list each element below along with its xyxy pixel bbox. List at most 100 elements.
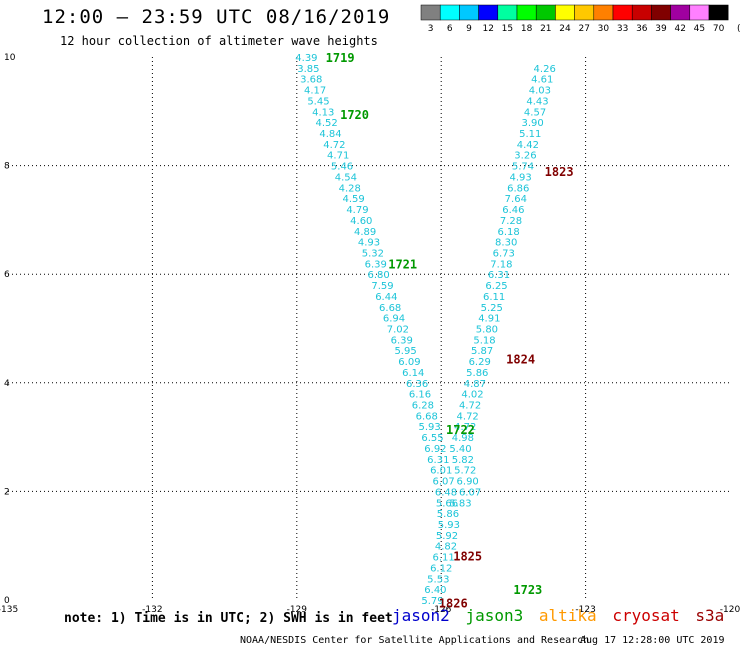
swh-value-label: 7.59 — [371, 281, 393, 292]
swh-value-label: 4.59 — [342, 194, 364, 205]
swh-value-label: 8.30 — [495, 238, 517, 249]
color-scale-swatch — [535, 4, 556, 21]
swh-value-label: 6.48 — [435, 487, 457, 498]
swh-value-label: 6.46 — [502, 205, 524, 216]
time-label: 1721 — [388, 257, 417, 271]
swh-value-label: 6.39 — [391, 335, 413, 346]
color-scale-label: 21 — [540, 24, 551, 34]
swh-value-label: 6.68 — [379, 303, 401, 314]
swh-value-label: 4.93 — [358, 238, 380, 249]
swh-value-label: 5.46 — [331, 162, 353, 173]
satellite-jason2: jason2 — [392, 606, 450, 625]
color-scale-swatch — [689, 4, 710, 21]
swh-value-label: 5.80 — [476, 325, 498, 336]
swh-value-label: 6.68 — [416, 411, 438, 422]
swh-value-label: 4.98 — [452, 433, 474, 444]
swh-value-label: 5.93 — [419, 422, 441, 433]
color-scale-label: (ft) — [737, 24, 740, 34]
swh-value-label: 6.92 — [424, 444, 446, 455]
credit-line: NOAA/NESDIS Center for Satellite Applica… — [240, 635, 590, 646]
color-scale-label: 42 — [674, 24, 685, 34]
color-scale-swatch — [516, 4, 537, 21]
swh-value-label: 6.90 — [457, 477, 479, 488]
swh-value-label: 6.94 — [383, 314, 405, 325]
swh-value-label: 4.71 — [327, 151, 349, 162]
swh-value-label: 4.57 — [524, 107, 546, 118]
swh-value-label: 4.17 — [304, 86, 326, 97]
swh-value-label: 4.79 — [346, 205, 368, 216]
swh-value-label: 6.40 — [424, 585, 446, 596]
time-label: 1824 — [506, 352, 535, 366]
swh-value-label: 7.02 — [387, 325, 409, 336]
swh-value-label: 4.61 — [531, 75, 553, 86]
swh-value-label: 6.29 — [469, 357, 491, 368]
color-scale-swatch — [420, 4, 441, 21]
color-scale-swatch — [439, 4, 460, 21]
swh-value-label: 6.55 — [421, 433, 443, 444]
color-scale-label: 27 — [578, 24, 589, 34]
swh-value-label: 5.11 — [519, 129, 541, 140]
swh-value-label: 6.01 — [430, 466, 452, 477]
swh-value-label: 5.18 — [473, 335, 495, 346]
satellite-altika: altika — [538, 606, 597, 625]
swh-value-label: 4.72 — [323, 140, 345, 151]
color-scale-swatch — [478, 4, 499, 21]
color-scale-label: 70 — [713, 24, 725, 34]
swh-value-label: 6.12 — [430, 563, 452, 574]
swh-value-label: 5.40 — [449, 444, 471, 455]
swh-value-label: 4.87 — [464, 379, 486, 390]
page-title: 12:00 – 23:59 UTC 08/16/2019 — [42, 6, 391, 28]
x-tick-label: -132 — [142, 605, 162, 615]
time-label: 1826 — [439, 597, 468, 611]
swh-value-label: 6.18 — [497, 227, 519, 238]
swh-value-label: 5.93 — [438, 520, 460, 531]
swh-value-label: 4.72 — [459, 401, 481, 412]
swh-value-label: 5.95 — [394, 346, 416, 357]
color-scale-swatch — [574, 4, 595, 21]
color-scale-label: 36 — [636, 24, 648, 34]
swh-value-label: 4.43 — [526, 96, 548, 107]
swh-value-label: 6.80 — [367, 270, 389, 281]
swh-value-label: 4.26 — [534, 64, 556, 75]
satellite-jason3: jason3 — [465, 606, 524, 625]
satellite-cryosat: cryosat — [612, 606, 680, 625]
swh-value-label: 4.42 — [517, 140, 539, 151]
swh-value-label: 5.86 — [437, 509, 459, 520]
x-tick-label: -123 — [575, 605, 595, 615]
color-scale-swatch — [670, 4, 691, 21]
swh-value-label: 4.28 — [339, 183, 361, 194]
swh-value-label: 5.83 — [449, 498, 471, 509]
swh-value-label: 5.32 — [362, 248, 384, 259]
swh-value-label: 4.72 — [457, 411, 479, 422]
footnote: note: 1) Time is in UTC; 2) SWH is in fe… — [64, 611, 393, 626]
swh-value-label: 4.72 — [454, 422, 476, 433]
time-label: 1720 — [340, 108, 369, 122]
swh-value-label: 7.18 — [490, 259, 512, 270]
y-tick-label: 4 — [4, 379, 10, 389]
swh-value-label: 4.82 — [435, 542, 457, 553]
swh-value-label: 6.28 — [412, 401, 434, 412]
swh-value-label: 6.44 — [375, 292, 397, 303]
swh-value-label: 3.68 — [300, 75, 322, 86]
y-tick-label: 2 — [4, 487, 10, 497]
page-subtitle: 12 hour collection of altimeter wave hei… — [60, 34, 378, 48]
color-scale-swatch — [631, 4, 652, 21]
generated-timestamp: Aug 17 12:28:00 UTC 2019 — [580, 635, 725, 646]
swh-value-label: 6.07 — [432, 477, 454, 488]
swh-value-label: 4.91 — [478, 314, 500, 325]
swh-value-label: 4.60 — [350, 216, 372, 227]
swh-value-label: 5.79 — [421, 596, 443, 607]
swh-value-label: 6.11 — [483, 292, 505, 303]
swh-value-label: 5.25 — [481, 303, 503, 314]
color-scale-swatch — [459, 4, 479, 21]
swh-value-label: 7.28 — [500, 216, 522, 227]
color-scale-label: 6 — [447, 24, 453, 34]
time-label: 1723 — [513, 583, 542, 597]
color-scale-label: 3 — [428, 24, 434, 34]
color-scale-label: 33 — [617, 24, 628, 34]
time-label: 1823 — [545, 165, 574, 179]
swh-value-label: 4.93 — [509, 172, 531, 183]
y-tick-label: 0 — [4, 596, 10, 606]
color-scale-label: 18 — [521, 24, 533, 34]
